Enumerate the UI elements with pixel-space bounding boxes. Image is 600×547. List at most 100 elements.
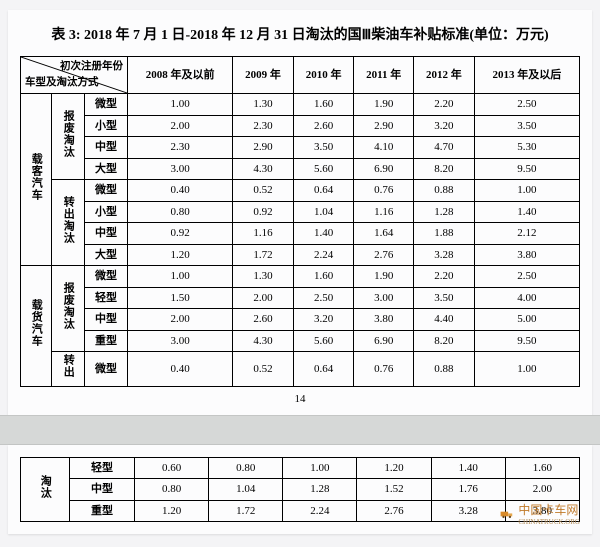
subsidy-value: 4.40 <box>414 309 475 331</box>
vehicle-type: 轻型 <box>85 287 128 309</box>
subsidy-value: 0.40 <box>128 180 233 202</box>
elimination-method: 转出 <box>52 352 85 387</box>
subsidy-value: 5.60 <box>293 158 354 180</box>
subsidy-value: 0.80 <box>209 457 283 479</box>
subsidy-value: 2.20 <box>414 266 475 288</box>
vehicle-type: 微型 <box>85 180 128 202</box>
table-row: 大型1.201.722.242.763.283.80 <box>21 244 580 266</box>
subsidy-value: 1.52 <box>357 479 431 501</box>
subsidy-value: 1.20 <box>135 500 209 522</box>
subsidy-value: 1.40 <box>474 201 579 223</box>
subsidy-table: 初次注册年份 车型及淘汰方式 2008 年及以前 2009 年 2010 年 2… <box>20 56 580 387</box>
subsidy-value: 0.60 <box>135 457 209 479</box>
subsidy-value: 2.24 <box>293 244 354 266</box>
subsidy-table-cont: 淘汰轻型0.600.801.001.201.401.60中型0.801.041.… <box>20 457 580 523</box>
vehicle-type: 重型 <box>85 330 128 352</box>
vehicle-type: 轻型 <box>70 457 135 479</box>
subsidy-value: 2.30 <box>233 115 294 137</box>
year-header: 2013 年及以后 <box>474 57 579 94</box>
subsidy-value: 1.30 <box>233 94 294 116</box>
diag-top-label: 初次注册年份 <box>60 59 123 75</box>
subsidy-value: 6.90 <box>354 330 414 352</box>
subsidy-value: 1.90 <box>354 266 414 288</box>
subsidy-value: 5.60 <box>293 330 354 352</box>
vehicle-type: 中型 <box>85 137 128 159</box>
subsidy-value: 4.70 <box>414 137 475 159</box>
subsidy-value: 5.30 <box>474 137 579 159</box>
elimination-method: 淘汰 <box>21 457 70 522</box>
subsidy-value: 2.76 <box>357 500 431 522</box>
subsidy-value: 1.20 <box>128 244 233 266</box>
subsidy-value: 0.40 <box>128 352 233 387</box>
subsidy-value: 3.50 <box>414 287 475 309</box>
subsidy-value: 1.00 <box>474 352 579 387</box>
subsidy-value: 2.00 <box>505 479 579 501</box>
subsidy-value: 2.90 <box>354 115 414 137</box>
subsidy-value: 3.00 <box>354 287 414 309</box>
subsidy-value: 3.50 <box>474 115 579 137</box>
subsidy-value: 2.00 <box>128 309 233 331</box>
vehicle-type: 大型 <box>85 244 128 266</box>
vehicle-type: 中型 <box>85 309 128 331</box>
subsidy-value: 0.88 <box>414 352 475 387</box>
subsidy-value: 0.80 <box>135 479 209 501</box>
subsidy-value: 3.20 <box>293 309 354 331</box>
subsidy-value: 1.60 <box>293 266 354 288</box>
subsidy-value: 1.30 <box>233 266 294 288</box>
subsidy-value: 0.76 <box>354 180 414 202</box>
table-row: 载客汽车报废淘汰微型1.001.301.601.902.202.50 <box>21 94 580 116</box>
table-row: 小型0.800.921.041.161.281.40 <box>21 201 580 223</box>
subsidy-value: 1.04 <box>209 479 283 501</box>
table-row: 转出淘汰微型0.400.520.640.760.881.00 <box>21 180 580 202</box>
elimination-method: 转出淘汰 <box>52 180 85 266</box>
subsidy-value: 1.76 <box>431 479 505 501</box>
vehicle-category: 载客汽车 <box>21 94 52 266</box>
subsidy-value: 1.64 <box>354 223 414 245</box>
subsidy-value: 1.72 <box>209 500 283 522</box>
subsidy-value: 1.00 <box>283 457 357 479</box>
subsidy-value: 1.16 <box>233 223 294 245</box>
table-row: 转出微型0.400.520.640.760.881.00 <box>21 352 580 387</box>
subsidy-value: 3.50 <box>293 137 354 159</box>
subsidy-value: 0.64 <box>293 352 354 387</box>
subsidy-value: 2.12 <box>474 223 579 245</box>
subsidy-value: 1.00 <box>128 266 233 288</box>
watermark-text: 中国卡车网 <box>518 501 580 518</box>
table-row: 载货汽车报废淘汰微型1.001.301.601.902.202.50 <box>21 266 580 288</box>
subsidy-value: 1.72 <box>233 244 294 266</box>
page-gap <box>0 415 600 445</box>
subsidy-value: 5.00 <box>474 309 579 331</box>
subsidy-value: 2.24 <box>283 500 357 522</box>
vehicle-type: 微型 <box>85 352 128 387</box>
vehicle-type: 重型 <box>70 500 135 522</box>
watermark: 中国卡车网 CHINATRUCK.ORG <box>500 501 580 526</box>
table-row: 中型0.801.041.281.521.762.00 <box>21 479 580 501</box>
year-header: 2008 年及以前 <box>128 57 233 94</box>
subsidy-value: 0.76 <box>354 352 414 387</box>
vehicle-category: 载货汽车 <box>21 266 52 387</box>
diagonal-header: 初次注册年份 车型及淘汰方式 <box>21 57 128 94</box>
subsidy-value: 1.04 <box>293 201 354 223</box>
subsidy-value: 2.50 <box>474 94 579 116</box>
subsidy-value: 2.50 <box>293 287 354 309</box>
elimination-method: 报废淘汰 <box>52 266 85 352</box>
table-row: 重型3.004.305.606.908.209.50 <box>21 330 580 352</box>
table-row: 中型2.302.903.504.104.705.30 <box>21 137 580 159</box>
table-title: 表 3: 2018 年 7 月 1 日-2018 年 12 月 31 日淘汰的国… <box>20 24 580 44</box>
subsidy-value: 1.50 <box>128 287 233 309</box>
subsidy-value: 1.88 <box>414 223 475 245</box>
vehicle-type: 小型 <box>85 115 128 137</box>
watermark-url: CHINATRUCK.ORG <box>518 518 580 526</box>
subsidy-value: 0.64 <box>293 180 354 202</box>
subsidy-value: 3.80 <box>354 309 414 331</box>
subsidy-value: 1.00 <box>128 94 233 116</box>
subsidy-value: 2.00 <box>233 287 294 309</box>
subsidy-value: 6.90 <box>354 158 414 180</box>
subsidy-value: 1.00 <box>474 180 579 202</box>
subsidy-value: 2.90 <box>233 137 294 159</box>
subsidy-value: 1.16 <box>354 201 414 223</box>
subsidy-value: 1.28 <box>283 479 357 501</box>
table-row: 大型3.004.305.606.908.209.50 <box>21 158 580 180</box>
subsidy-value: 2.20 <box>414 94 475 116</box>
subsidy-value: 9.50 <box>474 330 579 352</box>
